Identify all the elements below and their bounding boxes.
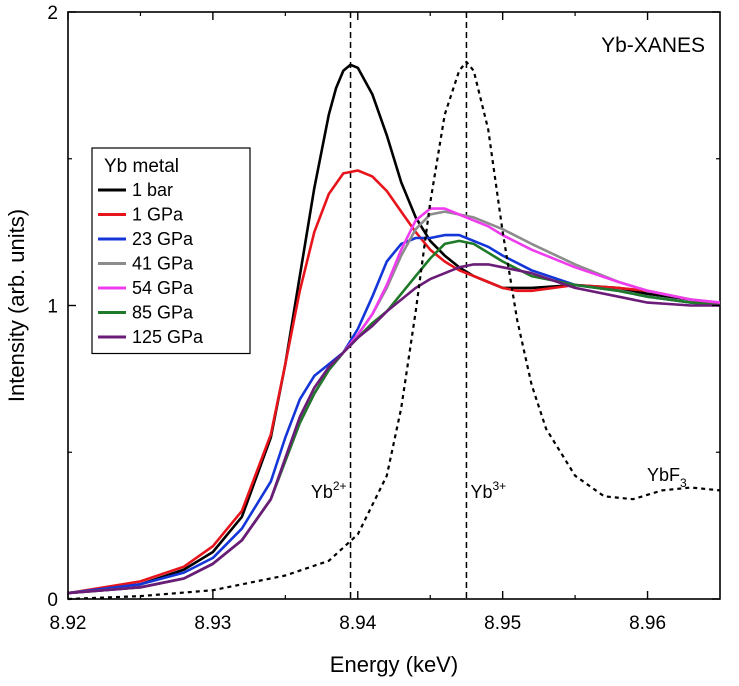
legend-item: 1 bar xyxy=(98,180,173,200)
legend-item: 54 GPa xyxy=(98,278,194,298)
annotations: YbF3 xyxy=(647,465,687,490)
y-tick-label: 1 xyxy=(47,297,58,318)
reference-line-label: Yb2+ xyxy=(311,479,347,502)
x-tick-label: 8.96 xyxy=(629,613,666,634)
legend-label: 41 GPa xyxy=(132,254,194,274)
legend-label: 125 GPa xyxy=(132,327,204,347)
series-line xyxy=(67,233,721,595)
legend-item: 125 GPa xyxy=(98,327,204,347)
y-axis-label: Intensity (arb. units) xyxy=(4,209,29,402)
legend: Yb metal 1 bar 1 GPa 23 GPa 41 GPa 54 GPa 85 … xyxy=(91,147,251,355)
legend-label: 1 GPa xyxy=(132,205,184,225)
series-line xyxy=(67,263,720,595)
x-tick-label: 8.94 xyxy=(339,613,376,634)
x-axis-label: Energy (keV) xyxy=(330,652,458,677)
reference-line-labels: Yb2+ Yb3+ xyxy=(311,479,506,502)
reference-line-label-main: Yb xyxy=(311,482,333,502)
reference-lines xyxy=(349,12,468,599)
reference-line-label-sup: 2+ xyxy=(333,479,347,493)
reference-line-label-sup: 3+ xyxy=(492,479,506,493)
legend-item: 1 GPa xyxy=(98,205,184,225)
legend-item: 85 GPa xyxy=(98,303,194,323)
axis-ticks: 8.92 8.93 8.94 8.95 8.96 0 1 2 xyxy=(47,3,720,634)
legend-label: 54 GPa xyxy=(132,278,194,298)
series-layer xyxy=(67,60,721,601)
chart-title: Yb-XANES xyxy=(601,34,705,57)
legend-label: 1 bar xyxy=(132,180,173,200)
legend-title: Yb metal xyxy=(104,156,179,177)
legend-box xyxy=(91,147,251,355)
series-line xyxy=(67,169,721,595)
x-tick-label: 8.92 xyxy=(50,613,87,634)
legend-label: 85 GPa xyxy=(132,303,194,323)
series-line xyxy=(67,60,721,601)
y-tick-label: 2 xyxy=(47,3,58,24)
y-tick-label: 0 xyxy=(47,590,58,611)
annotation-sub: 3 xyxy=(680,476,687,490)
annotation: YbF3 xyxy=(647,465,687,490)
reference-line-label: Yb3+ xyxy=(470,479,506,502)
legend-label: 23 GPa xyxy=(132,229,194,249)
x-tick-label: 8.95 xyxy=(484,613,521,634)
x-tick-label: 8.93 xyxy=(194,613,231,634)
annotation-main: YbF xyxy=(647,465,680,485)
legend-item: 23 GPa xyxy=(98,229,194,249)
legend-item: 41 GPa xyxy=(98,254,194,274)
reference-line-label-main: Yb xyxy=(470,482,492,502)
